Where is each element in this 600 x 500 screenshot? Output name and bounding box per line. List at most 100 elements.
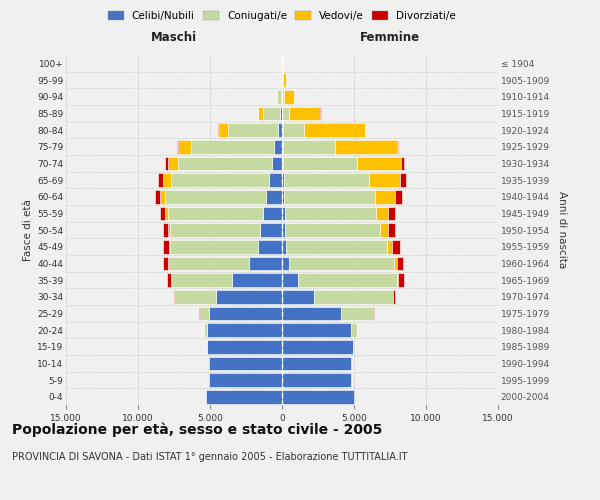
Bar bbox=[286, 223, 380, 237]
Bar bbox=[283, 156, 356, 170]
Bar bbox=[304, 123, 365, 137]
Bar bbox=[282, 256, 289, 270]
Bar bbox=[163, 256, 167, 270]
Bar bbox=[282, 273, 298, 287]
Bar bbox=[280, 73, 281, 87]
Bar bbox=[285, 206, 376, 220]
Bar bbox=[368, 173, 400, 187]
Bar bbox=[163, 173, 171, 187]
Bar bbox=[277, 90, 281, 104]
Bar bbox=[335, 140, 397, 153]
Bar bbox=[272, 156, 282, 170]
Bar bbox=[282, 140, 283, 153]
Bar bbox=[178, 156, 272, 170]
Bar bbox=[178, 140, 191, 153]
Bar bbox=[284, 173, 368, 187]
Bar bbox=[160, 206, 165, 220]
Bar bbox=[341, 306, 373, 320]
Bar bbox=[168, 206, 263, 220]
Bar bbox=[168, 256, 249, 270]
Bar bbox=[206, 390, 282, 404]
Bar bbox=[314, 290, 393, 304]
Bar bbox=[380, 223, 388, 237]
Bar bbox=[216, 290, 282, 304]
Bar bbox=[284, 90, 293, 104]
Bar bbox=[163, 240, 169, 254]
Bar bbox=[395, 190, 402, 203]
Bar bbox=[232, 273, 282, 287]
Bar bbox=[177, 140, 178, 153]
Bar bbox=[282, 390, 354, 404]
Bar bbox=[282, 223, 286, 237]
Bar bbox=[166, 190, 266, 203]
Bar bbox=[282, 90, 284, 104]
Bar bbox=[376, 206, 388, 220]
Bar bbox=[373, 306, 374, 320]
Bar bbox=[227, 123, 278, 137]
Bar bbox=[160, 190, 166, 203]
Bar bbox=[263, 206, 282, 220]
Bar bbox=[167, 273, 171, 287]
Bar bbox=[283, 73, 286, 87]
Bar bbox=[392, 240, 400, 254]
Bar bbox=[175, 290, 216, 304]
Bar bbox=[282, 306, 341, 320]
Bar bbox=[170, 223, 260, 237]
Bar bbox=[397, 273, 398, 287]
Bar bbox=[282, 106, 289, 120]
Text: Popolazione per età, sesso e stato civile - 2005: Popolazione per età, sesso e stato civil… bbox=[12, 422, 382, 437]
Bar bbox=[171, 173, 269, 187]
Bar bbox=[169, 240, 170, 254]
Bar bbox=[283, 123, 304, 137]
Bar bbox=[207, 323, 282, 337]
Bar bbox=[281, 73, 282, 87]
Bar bbox=[155, 190, 160, 203]
Bar bbox=[266, 190, 282, 203]
Bar bbox=[282, 373, 351, 387]
Bar bbox=[168, 223, 170, 237]
Bar bbox=[397, 140, 398, 153]
Bar bbox=[171, 273, 232, 287]
Bar bbox=[394, 256, 397, 270]
Bar bbox=[163, 223, 168, 237]
Bar bbox=[289, 256, 394, 270]
Legend: Celibi/Nubili, Coniugati/e, Vedovi/e, Divorziati/e: Celibi/Nubili, Coniugati/e, Vedovi/e, Di… bbox=[105, 8, 459, 24]
Bar bbox=[278, 123, 282, 137]
Bar bbox=[219, 123, 227, 137]
Bar bbox=[282, 156, 283, 170]
Bar bbox=[284, 190, 375, 203]
Bar bbox=[263, 106, 280, 120]
Bar bbox=[400, 173, 406, 187]
Bar bbox=[200, 306, 209, 320]
Bar bbox=[209, 306, 282, 320]
Bar bbox=[275, 90, 277, 104]
Bar bbox=[207, 340, 282, 353]
Bar bbox=[274, 140, 282, 153]
Bar bbox=[397, 256, 403, 270]
Bar bbox=[165, 156, 167, 170]
Bar bbox=[282, 56, 283, 70]
Bar bbox=[286, 240, 387, 254]
Text: PROVINCIA DI SAVONA - Dati ISTAT 1° gennaio 2005 - Elaborazione TUTTITALIA.IT: PROVINCIA DI SAVONA - Dati ISTAT 1° genn… bbox=[12, 452, 407, 462]
Bar bbox=[204, 323, 207, 337]
Y-axis label: Fasce di età: Fasce di età bbox=[23, 199, 33, 261]
Bar bbox=[356, 156, 401, 170]
Bar bbox=[191, 140, 274, 153]
Bar bbox=[280, 106, 282, 120]
Text: Maschi: Maschi bbox=[151, 31, 197, 44]
Bar bbox=[282, 240, 286, 254]
Bar bbox=[282, 290, 314, 304]
Bar bbox=[388, 223, 395, 237]
Bar bbox=[393, 290, 395, 304]
Bar bbox=[258, 106, 263, 120]
Bar bbox=[282, 173, 284, 187]
Bar bbox=[209, 356, 282, 370]
Bar bbox=[249, 256, 282, 270]
Bar bbox=[167, 156, 178, 170]
Bar bbox=[174, 290, 175, 304]
Bar bbox=[375, 190, 395, 203]
Text: Femmine: Femmine bbox=[360, 31, 420, 44]
Y-axis label: Anni di nascita: Anni di nascita bbox=[557, 192, 566, 268]
Bar bbox=[351, 323, 357, 337]
Bar bbox=[282, 323, 351, 337]
